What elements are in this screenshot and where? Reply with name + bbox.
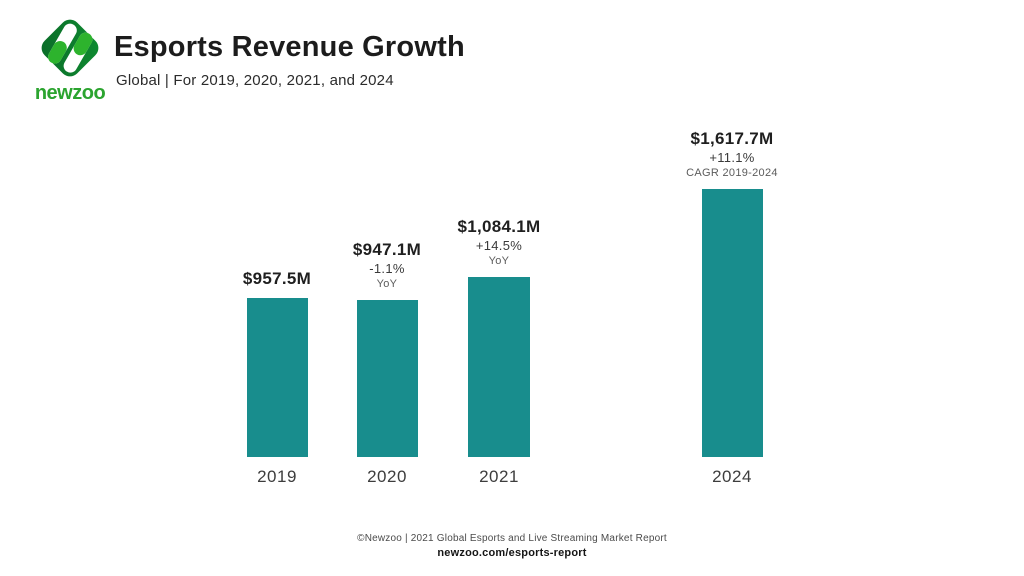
newzoo-wordmark: newzoo xyxy=(34,82,106,104)
page-subtitle: Global | For 2019, 2020, 2021, and 2024 xyxy=(116,72,394,89)
bar-rect-2021 xyxy=(468,277,530,457)
bar-year-label: 2021 xyxy=(479,467,519,486)
bar-labels-2021: $1,084.1M +14.5% YoY xyxy=(457,217,540,268)
bar-group-2024: $1,617.7M +11.1% CAGR 2019-2024 2024 xyxy=(647,129,817,486)
bar-value-label: $947.1M xyxy=(352,239,422,259)
bar-group-2019: $957.5M 2019 xyxy=(192,269,362,486)
bar-value-label: $1,617.7M xyxy=(690,128,774,148)
bar-rect-2020 xyxy=(356,300,418,457)
bar-rect-2024 xyxy=(701,189,763,457)
bar-note-label: YoY xyxy=(488,254,510,267)
newzoo-logo: newzoo xyxy=(28,14,112,103)
bar-labels-2020: $947.1M -1.1% YoY xyxy=(353,240,421,291)
footer: ©Newzoo | 2021 Global Esports and Live S… xyxy=(0,533,1024,559)
bar-labels-2024: $1,617.7M +11.1% CAGR 2019-2024 xyxy=(686,129,778,180)
bar-value-label: $1,084.1M xyxy=(457,216,541,236)
bar-note-label: CAGR 2019-2024 xyxy=(686,166,778,179)
bar-group-2021: $1,084.1M +14.5% YoY 2021 xyxy=(414,217,584,486)
newzoo-diamond-icon xyxy=(28,14,112,82)
bar-pct-label: +14.5% xyxy=(475,238,523,254)
footer-source: ©Newzoo | 2021 Global Esports and Live S… xyxy=(357,533,667,544)
bar-note-label: YoY xyxy=(376,277,398,290)
bar-labels-2019: $957.5M xyxy=(243,269,311,289)
bar-year-label: 2024 xyxy=(712,467,752,486)
page-title: Esports Revenue Growth xyxy=(114,31,465,63)
bar-rect-2019 xyxy=(246,298,308,457)
bar-value-label: $957.5M xyxy=(242,269,312,289)
bar-pct-label: -1.1% xyxy=(369,261,405,277)
bar-group-2020: $947.1M -1.1% YoY 2020 xyxy=(302,240,472,486)
bar-pct-label: +11.1% xyxy=(709,150,755,166)
footer-report-link[interactable]: newzoo.com/esports-report xyxy=(437,547,587,559)
bar-year-label: 2020 xyxy=(367,467,407,486)
bar-year-label: 2019 xyxy=(257,467,297,486)
